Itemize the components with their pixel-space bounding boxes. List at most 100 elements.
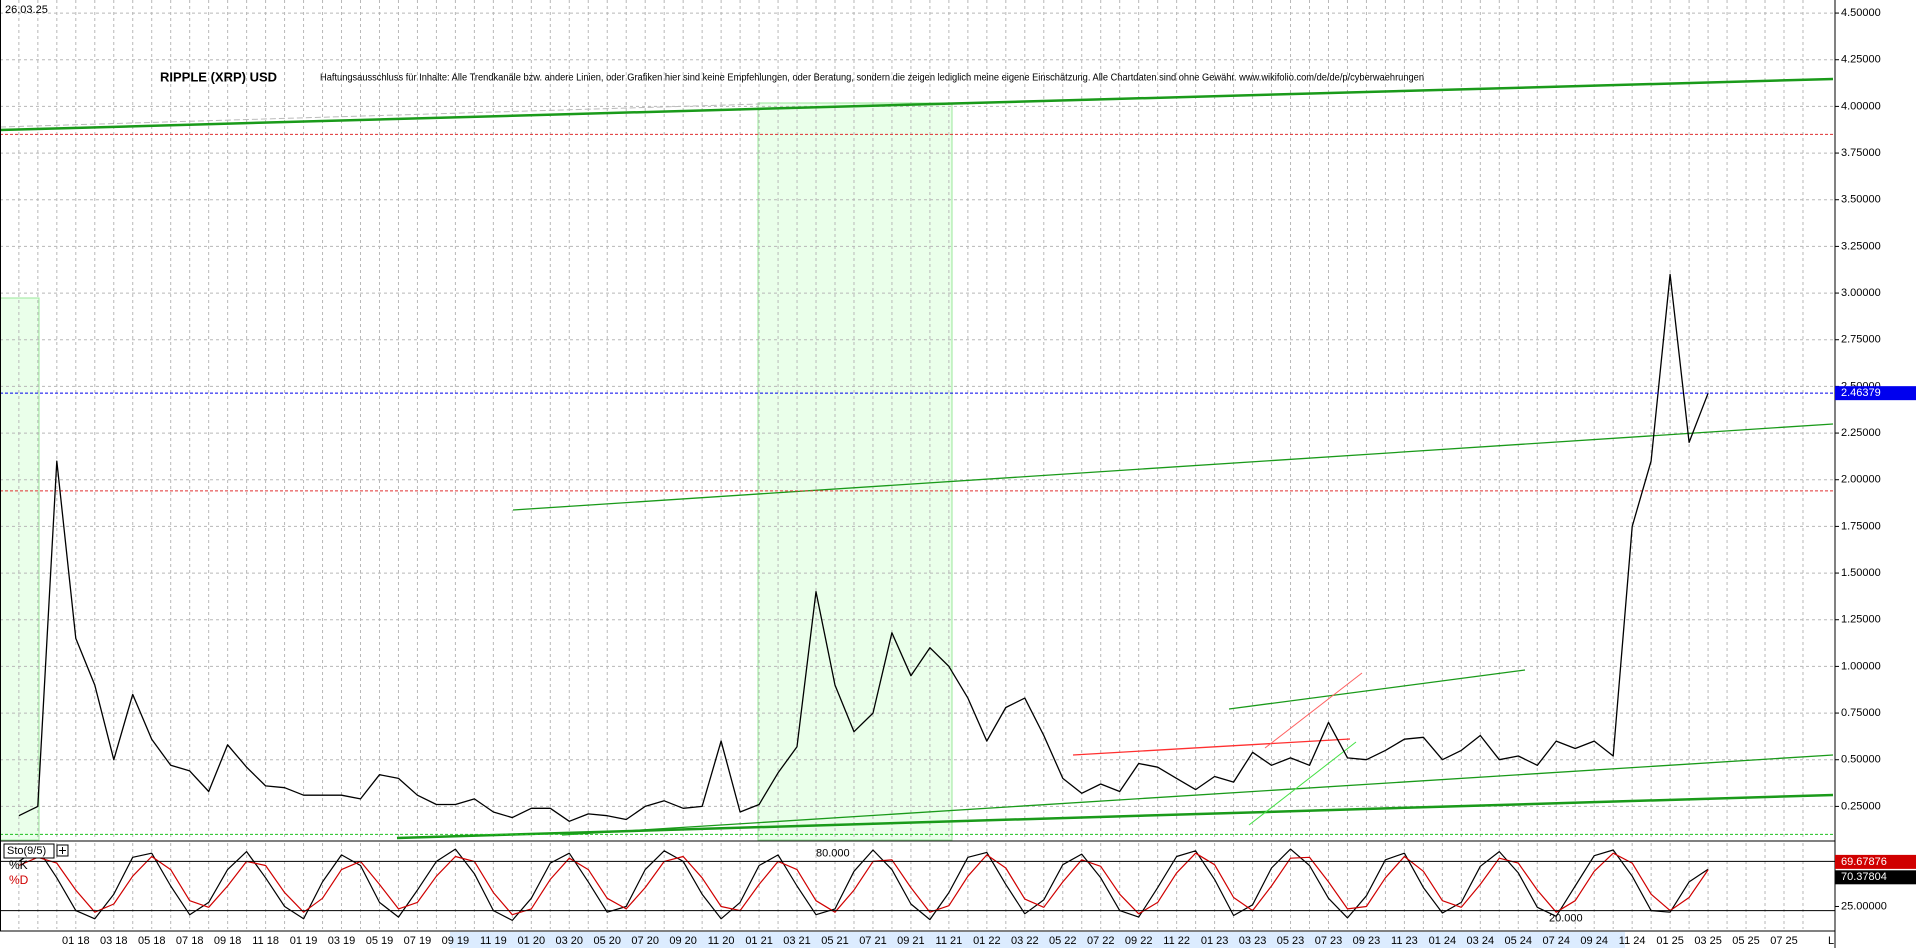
x-tick-label: 03 25 [1694,935,1722,947]
trend-line [0,103,761,128]
trend-line [1264,672,1363,749]
x-tick-label: 07 25 [1770,935,1798,947]
y-tick-label: 1.50000 [1841,567,1881,579]
indicator-box [3,843,55,859]
trend-line [1228,669,1526,710]
legend-label: %D [9,873,29,887]
y-tick-label: 2.00000 [1841,474,1881,486]
y-tick-label: 3.50000 [1841,194,1881,206]
trend-line [1248,741,1357,826]
y-tick-label: 3.25000 [1841,240,1881,252]
x-tick-label: 07 20 [631,935,659,947]
y-tick-label: 4.00000 [1841,100,1881,112]
grid [0,0,1835,929]
x-tick-label: 09 23 [1353,935,1381,947]
x-tick-label: 11 18 [252,935,279,947]
x-tick-label: 07 18 [176,935,204,947]
x-tick-label: 11 23 [1391,935,1418,947]
x-tick-label: 09 20 [669,935,697,947]
x-tick-label: 09 22 [1125,935,1153,947]
x-tick-label: 05 25 [1732,935,1760,947]
trend-lines [0,77,1834,840]
x-tick-label: 03 22 [1011,935,1039,947]
price-line [18,273,1709,822]
x-tick-label: 09 19 [442,935,470,947]
x-tick-label: 07 23 [1315,935,1343,947]
x-tick-label: 11 22 [1163,935,1190,947]
x-tick-label: 03 23 [1239,935,1267,947]
x-tick-label: 05 18 [138,935,166,947]
axis-highlight [450,932,1625,948]
y-tick-label: 25.00000 [1841,900,1887,912]
x-tick-label: 11 19 [480,935,507,947]
x-tick-label: 03 24 [1467,935,1495,947]
x-tick-label: 01 22 [973,935,1001,947]
x-tick-label: 07 19 [404,935,432,947]
y-tick-label: 4.25000 [1841,54,1881,66]
x-tick-label: 05 24 [1505,935,1533,947]
y-tick-label: 3.75000 [1841,147,1881,159]
data [0,133,1835,922]
last-price-label: 2.46379 [1841,387,1881,399]
x-tick-label: 09 21 [897,935,925,947]
last-value-label: 70.37804 [1841,871,1887,883]
trend-line [512,423,1834,511]
last-value-label: 69.67876 [1841,856,1887,868]
chart-title: RIPPLE (XRP) USD [160,69,277,84]
x-tick-label: 11 21 [936,935,963,947]
x-tick-label: 07 21 [859,935,887,947]
y-tick-label: 2.25000 [1841,427,1881,439]
price-line [18,852,1709,916]
x-tick-label: 03 21 [783,935,811,947]
y-tick-label: 0.75000 [1841,707,1881,719]
trend-line [0,77,1834,132]
y-tick-label: 1.25000 [1841,614,1881,626]
price-line [18,848,1709,922]
level-label: 20.000 [1549,912,1583,924]
x-tick-label: 03 19 [328,935,356,947]
x-tick-label: 09 18 [214,935,242,947]
y-tick-label: 3.00000 [1841,287,1881,299]
trend-line [1072,738,1351,756]
x-tick-label: 01 24 [1429,935,1457,947]
last-price-box [1835,386,1916,401]
x-tick-label: 03 20 [556,935,584,947]
x-tick-label: 11 20 [708,935,735,947]
x-tick-label: 05 23 [1277,935,1305,947]
x-tick-label: 07 22 [1087,935,1115,947]
x-tick-label: 01 18 [62,935,90,947]
x-tick-label: 11 24 [1619,935,1646,947]
level-label: 80.000 [816,847,850,859]
axis-end-label: L [1828,935,1834,947]
x-tick-label: 01 19 [290,935,318,947]
indicator-title: Sto(9/5) [7,845,46,857]
x-tick-label: 05 19 [366,935,394,947]
highlight-zone [0,297,40,841]
x-tick-label: 09 24 [1580,935,1608,947]
x-tick-label: 03 18 [100,935,128,947]
x-tick-label: 05 21 [821,935,849,947]
disclaimer: Haftungsausschluss für Inhalte: Alle Tre… [320,73,1424,84]
y-tick-label: 1.75000 [1841,520,1881,532]
x-tick-label: 05 22 [1049,935,1077,947]
x-tick-label: 07 24 [1542,935,1570,947]
y-tick-label: 0.25000 [1841,800,1881,812]
x-tick-label: 01 23 [1201,935,1229,947]
y-tick-label: 1.00000 [1841,660,1881,672]
x-tick-label: 01 25 [1656,935,1684,947]
last-value-box [1835,854,1916,869]
x-tick-label: 05 20 [593,935,621,947]
y-tick-label: 4.50000 [1841,7,1881,19]
trend-line [561,754,1834,836]
x-tick-label: 01 21 [745,935,773,947]
chart-date: 26.03.25 [5,4,48,16]
x-tick-label: 01 20 [518,935,546,947]
y-tick-label: 2.75000 [1841,334,1881,346]
legend-label: %K [9,858,28,872]
last-value-box [1835,870,1916,885]
y-tick-label: 0.50000 [1841,754,1881,766]
